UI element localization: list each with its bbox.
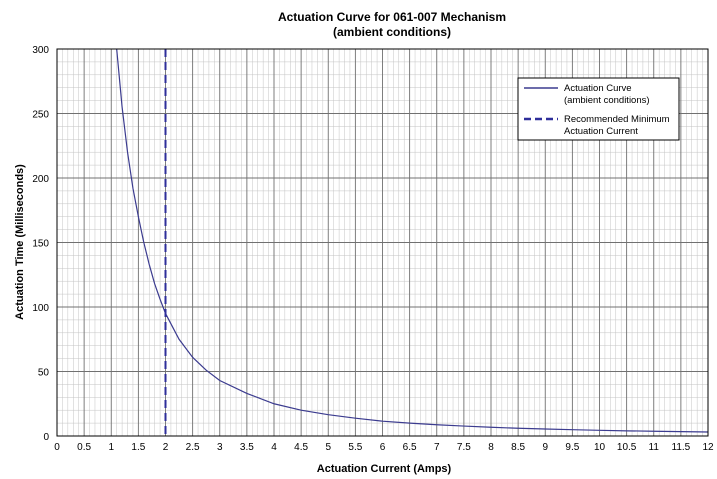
actuation-curve-line xyxy=(116,48,709,433)
chart-subtitle: (ambient conditions) xyxy=(333,25,451,39)
y-tick-label: 200 xyxy=(32,174,49,185)
y-tick-label: 100 xyxy=(32,303,49,314)
x-tick-label: 10.5 xyxy=(617,442,637,453)
x-tick-label: 8.5 xyxy=(511,442,525,453)
legend-label-recommended-minimum-line2: Actuation Current xyxy=(564,126,638,137)
y-tick-label: 50 xyxy=(38,368,50,379)
legend-label-actuation-curve-line1: Actuation Curve xyxy=(564,83,632,94)
x-tick-label: 2 xyxy=(163,442,169,453)
x-tick-label: 9 xyxy=(542,442,548,453)
x-tick-label: 12 xyxy=(702,442,714,453)
x-tick-label: 5 xyxy=(325,442,331,453)
x-tick-labels: 0 0.5 1 1.5 2 2.5 3 3.5 4 4.5 5 5.5 6 6.5 7 7.5 8 8.5 9 9.5… xyxy=(54,442,714,453)
legend: Actuation Curve (ambient conditions) Rec… xyxy=(517,77,680,141)
x-tick-label: 10 xyxy=(594,442,606,453)
x-tick-label: 2.5 xyxy=(186,442,200,453)
x-tick-label: 0 xyxy=(54,442,60,453)
y-tick-label: 150 xyxy=(32,239,49,250)
x-tick-label: 11 xyxy=(649,442,660,453)
x-tick-label: 0.5 xyxy=(77,442,91,453)
x-tick-label: 7.5 xyxy=(457,442,471,453)
x-axis-label: Actuation Current (Amps) xyxy=(317,463,452,475)
x-tick-label: 3.5 xyxy=(240,442,254,453)
x-tick-label: 7 xyxy=(434,442,440,453)
x-tick-label: 6.5 xyxy=(403,442,417,453)
y-tick-label: 300 xyxy=(32,45,49,56)
legend-label-recommended-minimum-line1: Recommended Minimum xyxy=(564,114,670,125)
x-tick-label: 5.5 xyxy=(348,442,362,453)
plot-frame xyxy=(56,48,709,437)
y-tick-labels: 0 50 100 150 200 250 300 xyxy=(32,45,49,443)
x-tick-label: 8 xyxy=(488,442,494,453)
x-tick-label: 6 xyxy=(380,442,386,453)
x-tick-label: 1.5 xyxy=(131,442,145,453)
x-tick-label: 4.5 xyxy=(294,442,308,453)
x-tick-label: 4 xyxy=(271,442,277,453)
x-tick-label: 11.5 xyxy=(672,442,691,453)
y-tick-label: 250 xyxy=(32,110,49,121)
x-tick-label: 3 xyxy=(217,442,223,453)
y-tick-label: 0 xyxy=(43,432,49,443)
y-axis-label: Actuation Time (Milliseconds) xyxy=(14,164,26,320)
chart-title: Actuation Curve for 061-007 Mechanism xyxy=(278,10,506,24)
legend-label-actuation-curve-line2: (ambient conditions) xyxy=(564,95,650,106)
x-tick-label: 1 xyxy=(108,442,114,453)
x-tick-label: 9.5 xyxy=(565,442,579,453)
